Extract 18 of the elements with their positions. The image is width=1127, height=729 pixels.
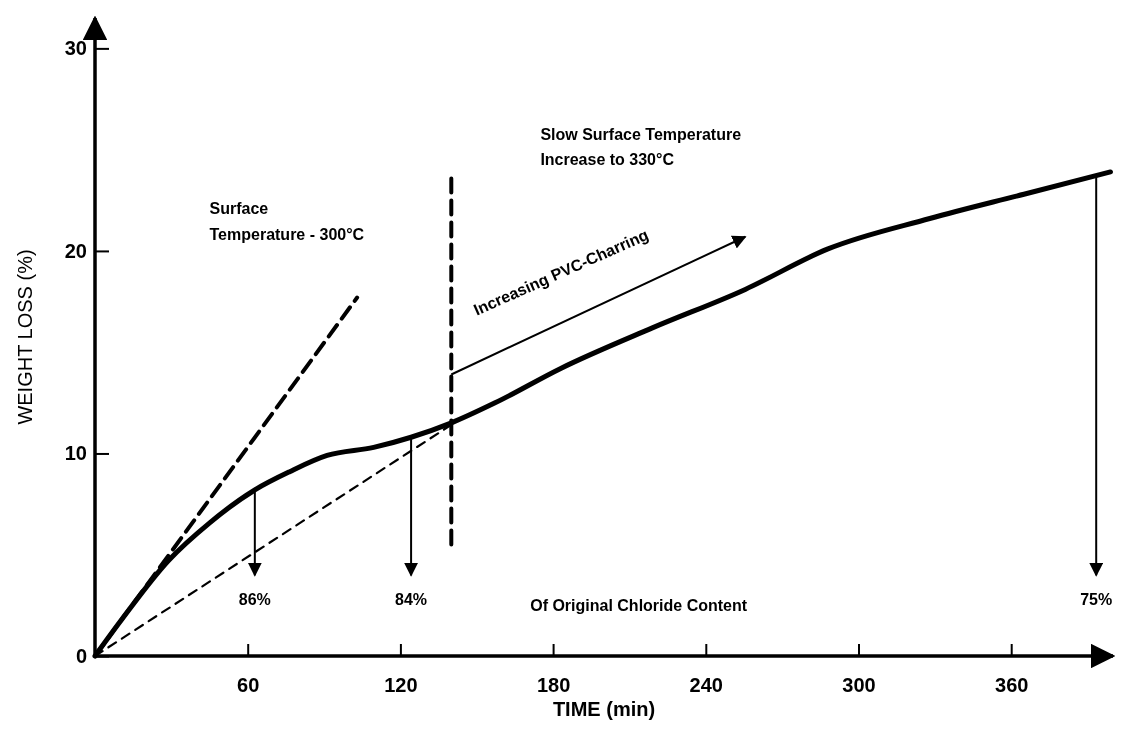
- x-tick-label: 180: [536, 674, 571, 697]
- x-tick-label: 240: [689, 674, 723, 697]
- x-tick-label: 60: [237, 674, 260, 697]
- x-tick-label: 300: [842, 674, 876, 697]
- annotation: 86%: [238, 591, 271, 609]
- x-tick-label: 120: [384, 674, 418, 697]
- x-tick-label: 360: [995, 674, 1029, 697]
- y-tick-label: 10: [64, 442, 87, 465]
- y-tick-label: 0: [75, 644, 87, 667]
- annotation: 75%: [1080, 591, 1113, 609]
- annotation: Surface Temperature - 300°C: [209, 200, 365, 244]
- y-axis-title: WEIGHT LOSS (%): [14, 249, 36, 425]
- y-tick-label: 20: [64, 239, 87, 262]
- annotation: Of Original Chloride Content: [530, 597, 748, 615]
- annotation: 84%: [395, 591, 428, 609]
- y-tick-label: 30: [64, 37, 87, 60]
- x-axis-title: TIME (min): [552, 698, 656, 720]
- annotation: Slow Surface Temperature Increase to 330°C: [540, 125, 742, 169]
